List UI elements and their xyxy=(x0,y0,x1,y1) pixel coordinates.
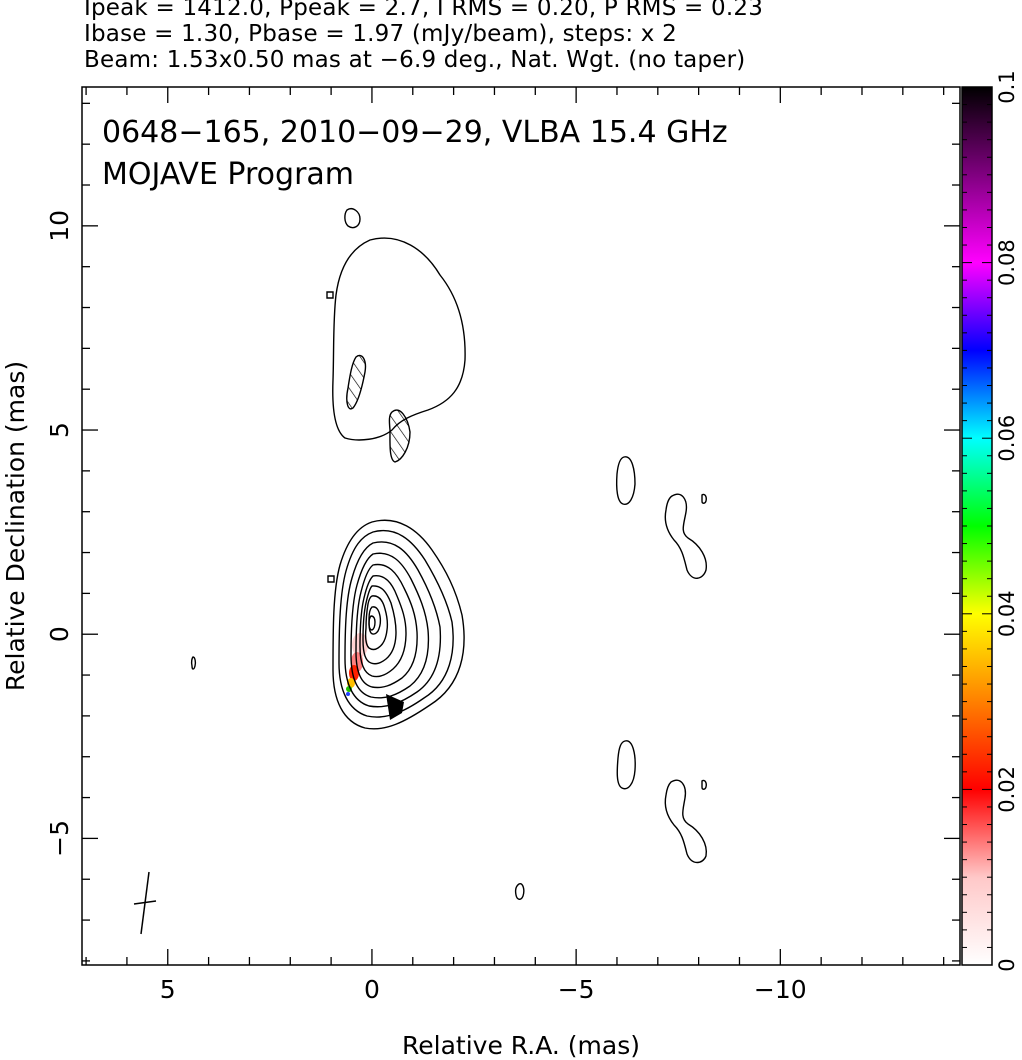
north-jet-contours xyxy=(326,208,466,463)
colorbar-tick-label: 0.1 xyxy=(995,70,1019,103)
beam-marker xyxy=(133,871,157,935)
colorbar-tick-label: 0.04 xyxy=(995,590,1019,637)
y-tick-label: 10 xyxy=(45,210,74,242)
isolated-contours xyxy=(190,456,707,900)
axis-tick-labels: 5 0 −5 −10 10 5 0 −5 xyxy=(45,210,807,1004)
header-line-3: Beam: 1.53x0.50 mas at −6.9 deg., Nat. W… xyxy=(84,47,746,73)
chart-title-line-2: MOJAVE Program xyxy=(102,157,354,192)
y-tick-label: −5 xyxy=(45,820,74,857)
colorbar-tick-label: 0.06 xyxy=(995,415,1019,462)
axis-ticks xyxy=(82,87,960,965)
chart-title-line-1: 0648−165, 2010−09−29, VLBA 15.4 GHz xyxy=(102,115,728,150)
y-tick-label: 5 xyxy=(45,422,74,438)
colorbar-tick-label: 0 xyxy=(995,958,1019,971)
colorbar-tick-label: 0.02 xyxy=(995,766,1019,813)
x-tick-label: 5 xyxy=(160,975,176,1004)
core-contours xyxy=(327,519,465,730)
x-tick-label: 0 xyxy=(364,975,380,1004)
x-tick-label: −10 xyxy=(754,975,807,1004)
colorbar-ticks: 0 0.02 0.04 0.06 0.08 0.1 xyxy=(962,70,1019,972)
header-line-2: Ibase = 1.30, Pbase = 1.97 (mJy/beam), s… xyxy=(84,21,677,47)
colorbar-tick-label: 0.08 xyxy=(995,239,1019,286)
plot-frame xyxy=(81,86,961,966)
y-tick-label: 0 xyxy=(45,626,74,642)
x-tick-label: −5 xyxy=(558,975,595,1004)
y-axis-label: Relative Declination (mas) xyxy=(1,361,30,691)
header-line-1: Ipeak = 1412.0, Ppeak = 2.7, I RMS = 0.2… xyxy=(84,0,764,21)
x-axis-label: Relative R.A. (mas) xyxy=(402,1031,640,1060)
